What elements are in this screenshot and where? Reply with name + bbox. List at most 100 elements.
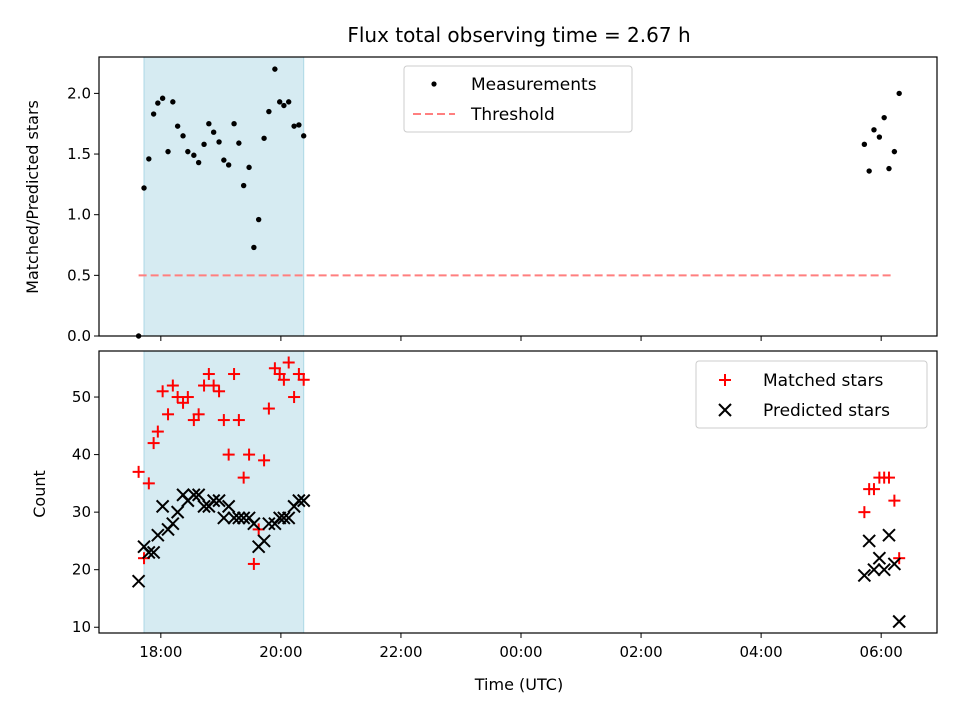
observing-interval-shade-top	[143, 56, 305, 337]
predicted-stars-point	[151, 528, 165, 542]
measurement-point	[165, 148, 171, 155]
bottom-legend: Matched stars Predicted stars	[695, 360, 928, 429]
matched-stars-point	[166, 379, 179, 392]
predicted-stars-point	[232, 511, 246, 525]
matched-stars-point	[202, 368, 215, 381]
x-tick-label: 04:00	[739, 643, 782, 661]
predicted-stars-point	[191, 488, 206, 502]
measurement-point	[195, 159, 202, 166]
measurement-point	[159, 95, 166, 101]
measurement-point	[261, 135, 267, 141]
measurements-legend-label: Measurements	[471, 75, 597, 95]
matched-stars-point	[297, 373, 310, 386]
x-tick-label: 06:00	[860, 643, 903, 661]
measurement-point	[231, 121, 237, 127]
x-tick-label: 00:00	[499, 643, 542, 661]
matched-stars-point	[213, 385, 226, 398]
measurement-point	[150, 111, 157, 117]
predicted-stars-point	[877, 562, 891, 577]
predicted-stars-point	[262, 516, 276, 531]
measurement-point	[155, 100, 161, 106]
matched-stars-point	[237, 471, 250, 484]
predicted-stars-point	[281, 511, 296, 525]
matched-stars-legend-label: Matched stars	[763, 371, 883, 391]
measurement-point	[225, 162, 232, 168]
measurement-point	[886, 165, 892, 172]
measurement-point	[866, 168, 872, 174]
measurement-point	[251, 244, 257, 251]
measurement-point	[201, 141, 207, 148]
measurement-point	[236, 140, 242, 146]
predicted-stars-point	[892, 614, 906, 629]
matched-stars-point	[142, 477, 155, 490]
y-tick-label: 10	[72, 618, 91, 636]
top-panel-marks	[135, 66, 902, 339]
measurement-point	[240, 182, 247, 189]
measurement-point	[266, 108, 272, 115]
measurement-point	[174, 123, 181, 129]
y-tick-label: 40	[72, 446, 91, 464]
measurement-point	[285, 99, 292, 105]
bottom-legend-box	[695, 360, 928, 429]
y-tick-label: 1.5	[67, 145, 91, 163]
top-x-axis-ticks	[160, 336, 882, 341]
matched-stars-point	[288, 391, 301, 404]
measurement-point	[191, 152, 197, 158]
measurement-point	[246, 164, 252, 171]
x-tick-label: 20:00	[259, 643, 302, 661]
matched-stars-point	[247, 557, 260, 570]
matched-stars-point	[258, 454, 271, 467]
measurement-point	[221, 157, 227, 163]
predicted-stars-point	[217, 511, 231, 525]
matched-stars-point	[882, 471, 895, 484]
measurement-point	[210, 129, 217, 135]
measurement-point	[255, 216, 262, 223]
bottom-panel: 10 20 30 40 50 18:00 20:00 22:00 00:00 02:00 04:0…	[30, 350, 938, 694]
threshold-legend-label: Threshold	[470, 105, 555, 125]
matched-stars-point	[207, 379, 220, 392]
predicted-stars-point	[155, 499, 170, 514]
measurement-point	[896, 90, 902, 97]
chart-title: Flux total observing time = 2.67 h	[347, 23, 690, 47]
y-tick-label: 0.5	[67, 266, 91, 284]
y-tick-label: 20	[72, 561, 91, 579]
predicted-stars-point	[166, 516, 180, 531]
predicted-stars-point	[170, 505, 185, 519]
matched-stars-point	[171, 391, 184, 404]
y-tick-label: 1.0	[67, 206, 91, 224]
measurements-legend-marker	[431, 81, 437, 87]
measurement-point	[871, 127, 877, 133]
matched-stars-point	[217, 414, 230, 427]
bottom-panel-marks	[131, 356, 906, 629]
predicted-stars-legend-marker	[718, 403, 732, 417]
matched-stars-point	[232, 414, 245, 427]
predicted-stars-point	[882, 528, 896, 542]
matched-stars-point	[151, 425, 164, 438]
measurement-point	[170, 99, 176, 105]
matched-stars-point	[277, 373, 290, 386]
measurement-point	[881, 114, 887, 121]
top-legend: Measurements Threshold	[403, 65, 633, 133]
predicted-stars-point	[872, 551, 887, 565]
x-tick-label: 02:00	[619, 643, 662, 661]
predicted-stars-point	[142, 545, 156, 560]
matched-stars-point	[162, 408, 175, 421]
measurement-point	[272, 66, 278, 72]
matched-stars-legend-marker	[719, 374, 731, 386]
predicted-stars-point	[221, 499, 236, 514]
bottom-x-axis-ticks: 18:00 20:00 22:00 00:00 02:00 04:00 06:00	[139, 633, 903, 661]
y-tick-label: 50	[72, 388, 91, 406]
matched-stars-point	[888, 494, 901, 507]
predicted-stars-point	[206, 493, 221, 508]
measurement-point	[296, 122, 302, 128]
measurement-point	[861, 141, 868, 148]
matched-stars-point	[228, 368, 241, 381]
matched-stars-point	[192, 408, 205, 421]
y-tick-label: 30	[72, 503, 91, 521]
bottom-y-axis-ticks: 10 20 30 40 50	[72, 388, 99, 636]
predicted-stars-point	[867, 562, 881, 577]
matched-stars-point	[243, 448, 256, 461]
predicted-stars-point	[292, 493, 306, 508]
measurement-point	[300, 133, 307, 139]
predicted-stars-point	[862, 534, 876, 548]
